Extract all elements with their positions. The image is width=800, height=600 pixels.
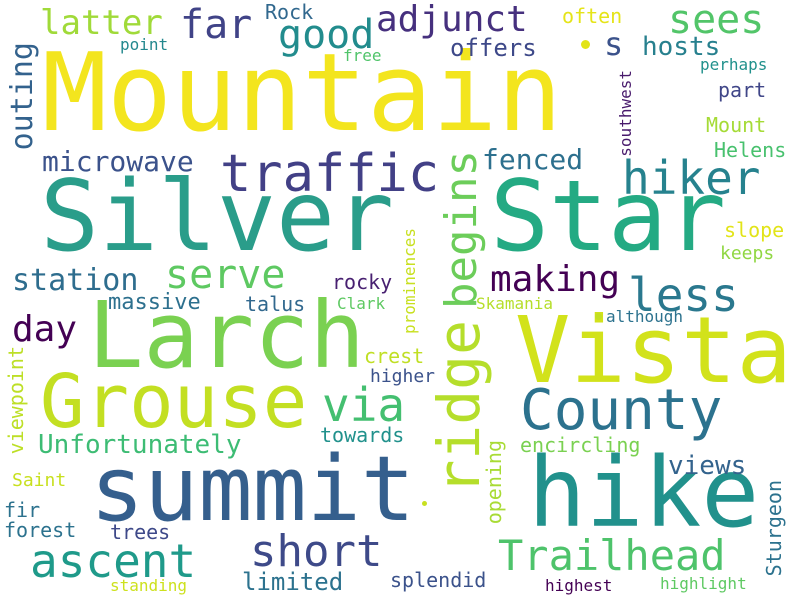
word-good: good	[278, 12, 375, 58]
word-prominences: prominences	[400, 228, 419, 334]
word-towards: towards	[320, 423, 405, 447]
word-less: less	[628, 268, 739, 322]
word-s: s	[604, 25, 624, 63]
word-hosts: hosts	[642, 32, 721, 62]
word-mountain: Mountain	[42, 31, 563, 156]
word-short: short	[250, 526, 383, 577]
word-rock: Rock	[265, 0, 314, 24]
word-begins: begins	[436, 150, 487, 309]
word-splendid: splendid	[390, 568, 487, 592]
word-perhaps: perhaps	[700, 55, 768, 74]
word-sees: sees	[668, 0, 765, 43]
word-encircling: encircling	[520, 433, 641, 457]
word-clark: Clark	[337, 294, 386, 313]
word-free: free	[343, 46, 382, 65]
dot-mark	[581, 40, 590, 49]
word-larch: Larch	[88, 282, 365, 389]
word-part: part	[718, 78, 767, 102]
word-fir: fir	[4, 498, 41, 522]
word-county: County	[520, 378, 723, 443]
word-saint: Saint	[12, 470, 67, 491]
word-star: Star	[490, 160, 727, 274]
word-views: views	[668, 451, 747, 481]
word-silver: Silver	[40, 160, 395, 274]
word-highest: highest	[545, 576, 613, 595]
word-vista: Vista	[515, 297, 792, 404]
word-via: via	[322, 378, 406, 432]
word-slope: slope	[724, 218, 785, 242]
word-sturgeon: Sturgeon	[762, 480, 786, 577]
word-ascent: ascent	[30, 534, 197, 588]
word-far: far	[180, 2, 253, 48]
word-southwest: southwest	[616, 70, 635, 157]
word-highlight: highlight	[660, 574, 747, 593]
word-microwave: microwave	[42, 145, 194, 178]
word-mount: Mount	[706, 113, 767, 137]
word-unfortunately: Unfortunately	[38, 430, 242, 460]
word-massive: massive	[108, 290, 201, 315]
word-hiker: hiker	[622, 151, 761, 205]
word-day: day	[12, 309, 78, 350]
word-opening: opening	[482, 440, 506, 525]
word-rocky: rocky	[332, 270, 393, 294]
word-talus: talus	[245, 292, 306, 316]
word-traffic: traffic	[220, 144, 440, 204]
word-latter: latter	[40, 3, 163, 43]
word-often: often	[562, 4, 623, 28]
word-forest: forest	[4, 518, 77, 542]
word-summit: summit	[90, 437, 416, 542]
word-crest: crest	[364, 344, 425, 368]
word-fenced: fenced	[482, 143, 584, 176]
word-standing: standing	[110, 576, 188, 595]
word-serve: serve	[165, 252, 286, 298]
word-keeps: keeps	[720, 243, 775, 264]
word-skamania: Skamania	[476, 294, 554, 313]
word-trees: trees	[110, 520, 171, 544]
word-higher: higher	[370, 366, 436, 387]
word-outing: outing	[5, 42, 40, 151]
word-hike: hike	[528, 437, 760, 549]
word-although: although	[606, 307, 684, 326]
word-helens: Helens	[714, 138, 787, 162]
word-offers: offers	[450, 34, 537, 62]
word-grouse: Grouse	[40, 359, 308, 445]
word-point: point	[120, 35, 169, 54]
dot-mark	[422, 501, 427, 506]
word-making: making	[490, 259, 621, 300]
word-adjunct: adjunct	[376, 0, 528, 40]
dot-mark	[595, 313, 602, 320]
word-station: station	[12, 263, 139, 298]
word-trailhead: Trailhead	[498, 531, 726, 580]
word-limited: limited	[242, 568, 344, 596]
word-ridge: ridge	[425, 320, 493, 495]
word-viewpoint: viewpoint	[4, 346, 28, 455]
